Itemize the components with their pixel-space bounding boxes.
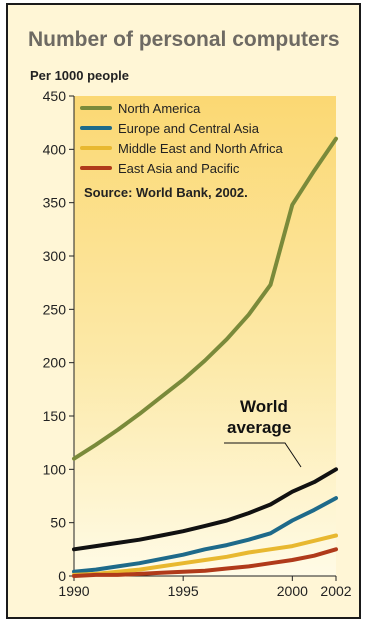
series-line-east-asia-and-pacific [72,547,338,578]
series-line-middle-east-and-north-africa [72,533,338,577]
series-line-north-america [72,136,338,461]
chart-frame: Number of personal computers Per 1000 pe… [6,3,361,619]
x-tick-label: 1990 [58,583,89,599]
series-line-world-average [72,467,338,552]
legend: North America Europe and Central Asia Midd… [80,101,284,176]
y-tick-label: 250 [43,301,67,317]
y-tick-label: 0 [58,568,66,584]
y-tick-label: 350 [43,195,67,211]
plot-background [74,96,336,576]
y-tick-label: 150 [43,408,67,424]
x-tick-label: 1995 [168,583,199,599]
y-tick-label: 400 [43,141,67,157]
y-axis: 0 50 100 150 200 250 300 350 400 450 [43,88,75,584]
chart: Number of personal computers Per 1000 pe… [8,5,359,617]
chart-title: Number of personal computers [28,28,340,51]
x-tick-label: 2000 [277,583,308,599]
y-tick-label: 200 [43,355,67,371]
annotation-average: average [227,418,291,437]
series-line-europe-and-central-asia [72,496,338,574]
annotation-world: World [240,397,288,416]
legend-label: Europe and Central Asia [118,121,260,136]
source-note: Source: World Bank, 2002. [84,185,248,200]
y-tick-label: 300 [43,248,67,264]
series-lines [72,136,338,578]
legend-label: Middle East and North Africa [118,141,284,156]
annotation-leader [224,442,302,468]
legend-label: North America [118,101,201,116]
y-tick-label: 100 [43,461,67,477]
y-tick-label: 450 [43,88,67,104]
legend-label: East Asia and Pacific [118,161,240,176]
y-axis-label: Per 1000 people [30,68,129,83]
x-tick-label: 2002 [320,583,351,599]
y-tick-label: 50 [50,515,66,531]
